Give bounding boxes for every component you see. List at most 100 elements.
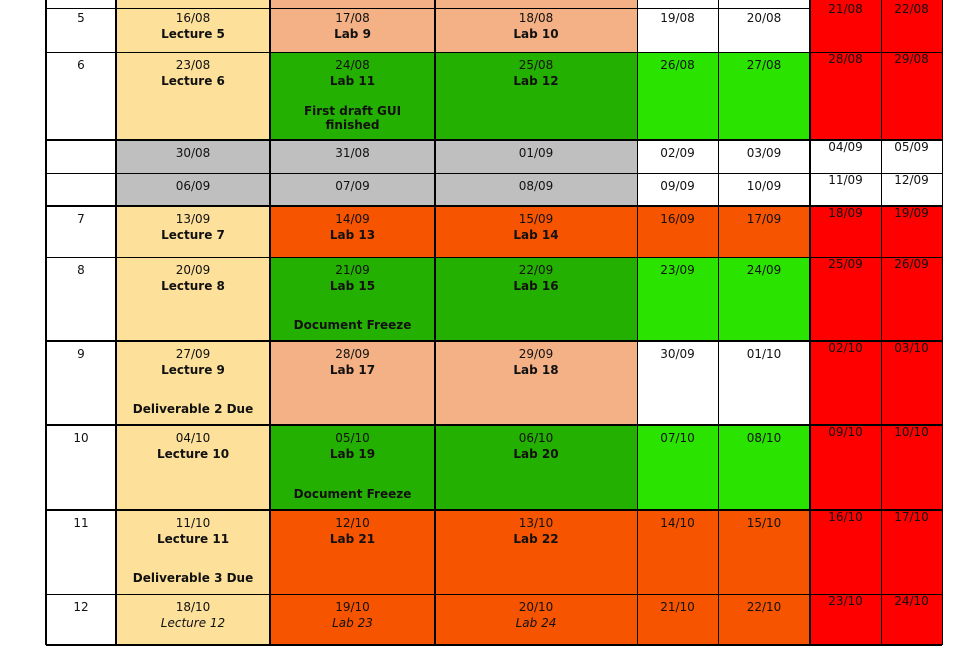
grid-horizontal-line <box>46 644 942 646</box>
cell-row-9-sun: 17/10 <box>881 510 942 594</box>
lab-label: Lab 12 <box>513 74 559 88</box>
weekend-date: 29/08 <box>894 52 929 66</box>
cell-row-2-sat: 28/08 <box>810 52 881 140</box>
day-date: 07/09 <box>335 179 370 193</box>
cell-row-8-sun: 10/10 <box>881 425 942 510</box>
cell-note: Document Freeze <box>293 487 412 501</box>
cell-row-9-thu: 14/10 <box>637 510 718 594</box>
cell-row-8-tue: 05/10 Lab 19 Document Freeze <box>270 425 435 510</box>
cell-row-4-wed: 08/09 <box>435 173 637 206</box>
day-date: 21/10 <box>660 600 695 614</box>
cell-row-8-sat: 09/10 <box>810 425 881 510</box>
day-date: 06/10 <box>518 431 554 445</box>
cell-row-6-sat: 25/09 <box>810 257 881 341</box>
grid-horizontal-line <box>46 509 942 511</box>
day-date: 08/09 <box>518 179 554 193</box>
cell-row-5-fri: 17/09 <box>718 206 810 257</box>
cell-row-9-wed: 13/10 Lab 22 <box>435 510 637 594</box>
cell-row-7-wed: 29/09 Lab 18 <box>435 341 637 425</box>
weekend-date: 16/10 <box>828 510 863 524</box>
lecture-label: Lecture 12 <box>160 616 226 630</box>
day-date: 20/09 <box>175 263 211 277</box>
lecture-label: Lecture 11 <box>156 532 230 546</box>
cell-row-3-mon: 30/08 <box>116 140 270 173</box>
weekend-date: 25/09 <box>828 257 863 271</box>
day-date: 19/08 <box>660 11 695 25</box>
day-date: 09/09 <box>660 179 695 193</box>
cell-row-5-mon: 13/09 Lecture 7 <box>116 206 270 257</box>
lab-label: Lab 17 <box>329 363 376 377</box>
cell-row-4-tue: 07/09 <box>270 173 435 206</box>
lecture-label: Lecture 10 <box>156 447 230 461</box>
cell-row-3-thu: 02/09 <box>637 140 718 173</box>
cell-row-3-wed: 01/09 <box>435 140 637 173</box>
lab-label: Lab 16 <box>513 279 559 293</box>
cell-row-10-thu: 21/10 <box>637 594 718 645</box>
cell-row-7-mon: 27/09 Lecture 9 Deliverable 2 Due <box>116 341 270 425</box>
cell-row-6-wed: 22/09 Lab 16 <box>435 257 637 341</box>
grid-horizontal-line <box>46 52 942 53</box>
cell-row-6-sun: 26/09 <box>881 257 942 341</box>
cell-row-10-mon: 18/10 Lecture 12 <box>116 594 270 645</box>
day-date: 14/09 <box>335 212 370 226</box>
cell-row-2-sun: 29/08 <box>881 52 942 140</box>
day-date: 28/09 <box>335 347 370 361</box>
grid-horizontal-line <box>46 594 942 595</box>
grid-vertical-line <box>637 0 638 645</box>
day-date: 08/10 <box>746 431 782 445</box>
lab-label: Lab 20 <box>513 447 559 461</box>
day-date: 01/09 <box>518 146 554 160</box>
grid-horizontal-line <box>46 257 942 258</box>
week-number: 12 <box>73 600 89 614</box>
grid-vertical-line <box>115 0 117 645</box>
cell-note: Document Freeze <box>293 318 412 332</box>
cell-row-8-mon: 04/10 Lecture 10 <box>116 425 270 510</box>
day-date: 27/09 <box>175 347 211 361</box>
cell-row-3-week <box>46 140 116 173</box>
grid-horizontal-line <box>46 424 942 426</box>
weekend-date: 04/09 <box>828 140 863 154</box>
cell-row-4-mon: 06/09 <box>116 173 270 206</box>
weekend-date: 26/09 <box>894 257 929 271</box>
lab-label: Lab 24 <box>515 616 557 630</box>
cell-note: Deliverable 2 Due <box>132 402 254 416</box>
day-date: 23/08 <box>175 58 211 72</box>
weekend-date: 18/09 <box>828 206 863 220</box>
lecture-label: Lecture 9 <box>161 363 225 377</box>
day-date: 14/10 <box>660 516 695 530</box>
cell-row-6-tue: 21/09 Lab 15 Document Freeze <box>270 257 435 341</box>
lab-label: Lab 15 <box>329 279 376 293</box>
cell-row-9-sat: 16/10 <box>810 510 881 594</box>
cell-row-7-thu: 30/09 <box>637 341 718 425</box>
week-number: 8 <box>77 263 85 277</box>
cell-row-2-thu: 26/08 <box>637 52 718 140</box>
grid-vertical-line <box>434 0 436 645</box>
weekend-date: 28/08 <box>828 52 863 66</box>
cell-row-10-tue: 19/10 Lab 23 <box>270 594 435 645</box>
cell-row-1-sun: 22/08 <box>881 0 942 52</box>
cell-row-6-mon: 20/09 Lecture 8 <box>116 257 270 341</box>
day-date: 17/08 <box>335 11 370 25</box>
day-date: 31/08 <box>335 146 370 160</box>
cell-row-10-wed: 20/10 Lab 24 <box>435 594 637 645</box>
cell-row-5-sat: 18/09 <box>810 206 881 257</box>
cell-row-2-fri: 27/08 <box>718 52 810 140</box>
cell-row-7-tue: 28/09 Lab 17 <box>270 341 435 425</box>
cell-row-5-week: 7 <box>46 206 116 257</box>
cell-row-10-week: 12 <box>46 594 116 645</box>
weekend-date: 03/10 <box>894 341 929 355</box>
cell-row-4-sun: 12/09 <box>881 173 942 206</box>
cell-row-4-thu: 09/09 <box>637 173 718 206</box>
grid-vertical-line <box>881 0 882 645</box>
lab-label: Lab 11 <box>329 74 376 88</box>
day-date: 30/08 <box>175 146 211 160</box>
day-date: 10/09 <box>746 179 782 193</box>
day-date: 27/08 <box>746 58 782 72</box>
lecture-label: Lecture 8 <box>161 279 225 293</box>
weekend-date: 05/09 <box>894 140 929 154</box>
cell-row-3-fri: 03/09 <box>718 140 810 173</box>
cell-row-3-sat: 04/09 <box>810 140 881 173</box>
weekend-date: 02/10 <box>828 341 863 355</box>
cell-row-8-week: 10 <box>46 425 116 510</box>
weekend-date: 22/08 <box>894 2 929 16</box>
